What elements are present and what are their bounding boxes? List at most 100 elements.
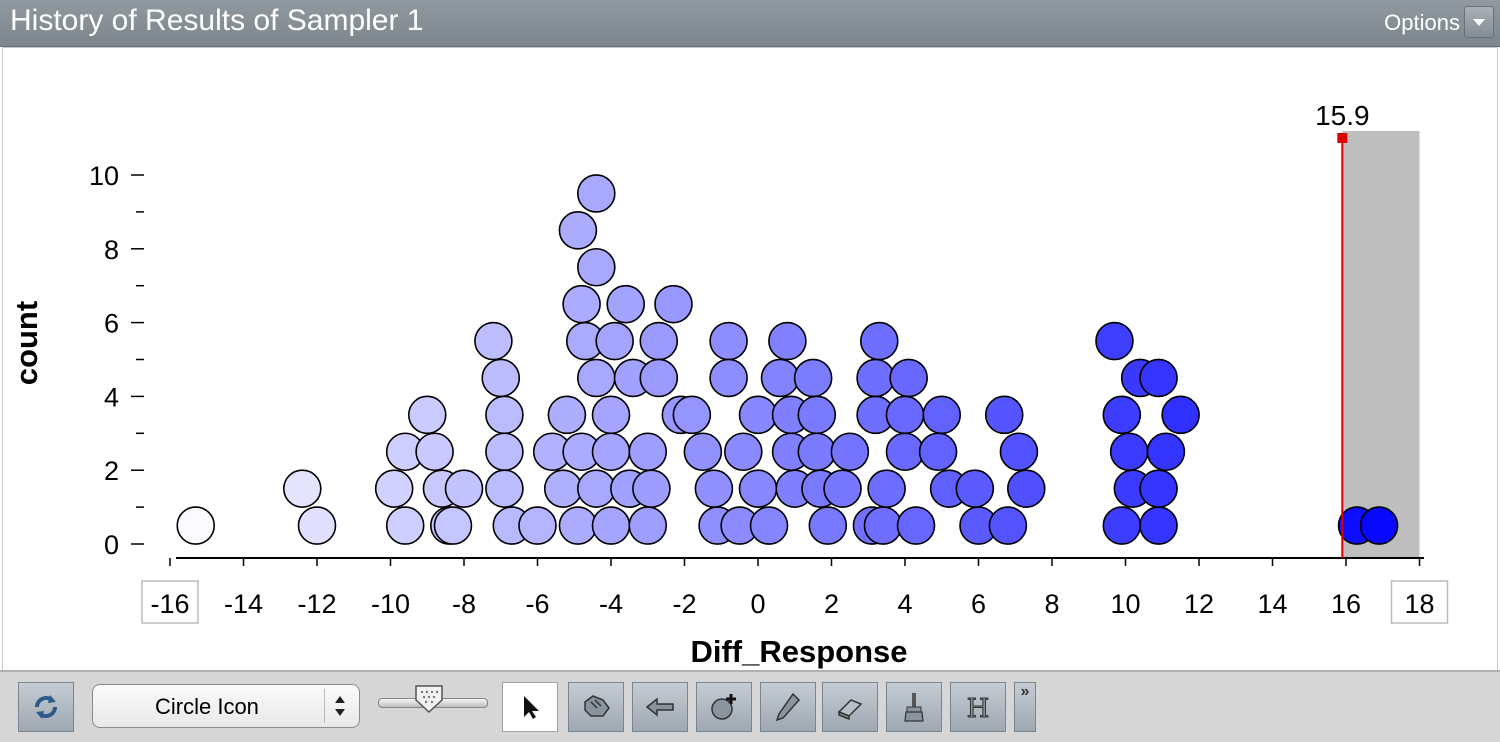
data-point [481,358,521,398]
y-tick-label: 10 [89,161,119,191]
x-tick-label: -10 [371,589,410,619]
more-tools-button[interactable]: » [1014,682,1036,732]
pencil-tool-button[interactable] [760,682,816,732]
plot-type-select[interactable]: Circle Icon [92,684,360,728]
x-tick-label: 2 [824,589,839,619]
x-tick-label: 12 [1184,589,1214,619]
y-axis-label: count [9,301,44,385]
data-point [863,506,903,545]
shaded-region [1342,131,1420,558]
options-dropdown-button[interactable] [1464,6,1494,38]
data-point [591,506,631,545]
select-arrows-icon [324,689,355,723]
data-point [639,321,679,361]
data-point [723,432,763,472]
data-point [433,506,473,545]
data-point [518,506,557,545]
data-point [1109,432,1149,472]
data-point [797,395,837,435]
x-tick-label: -6 [525,589,549,619]
svg-text:H: H [967,694,990,724]
x-tick-label: -16 [150,589,189,619]
data-point [793,358,833,398]
data-point [768,321,807,361]
add-point-icon [711,694,736,720]
brush-tool-button[interactable] [886,682,942,732]
x-tick-label: -2 [672,589,696,619]
window-titlebar[interactable]: History of Results of Sampler 1 Options [0,0,1500,47]
back-tool-button[interactable] [632,682,688,732]
refresh-button[interactable] [18,682,74,732]
data-point [738,395,778,435]
divider-value-label: 15.9 [1315,100,1370,131]
data-point [1359,506,1399,545]
data-point [1102,506,1142,545]
data-point [808,506,848,545]
x-tick-label: 16 [1331,589,1361,619]
data-point [543,469,583,508]
data-point [562,284,601,324]
plot-type-value: Circle Icon [155,694,259,719]
data-point [955,469,995,508]
data-point [591,395,631,435]
x-tick-label: -14 [224,589,263,619]
data-point [415,432,454,472]
dot-plot[interactable]: -16 -14 -12 -10 -8 -6 -4 -2 0 2 4 6 8 10 12 14 16 18 0 2 4 6 8… [3,48,1497,670]
data-point [485,395,524,435]
h-text-icon: H [966,694,990,725]
data-point [823,469,862,508]
x-tick-label: -8 [452,589,476,619]
x-tick-label: 14 [1257,589,1287,619]
arrow-select-icon [524,696,539,719]
refresh-icon [35,695,57,719]
data-point [176,506,216,545]
data-point [558,211,598,250]
data-point [683,432,723,472]
data-point [859,321,899,361]
options-label[interactable]: Options [1384,10,1460,35]
data-point [1146,432,1186,472]
plot-area[interactable]: -16 -14 -12 -10 -8 -6 -4 -2 0 2 4 6 8 10 12 14 16 18 0 2 4 6 8… [2,47,1498,671]
x-tick-label: 8 [1044,589,1059,619]
data-point [444,469,484,508]
data-point [576,247,616,287]
data-point [856,358,895,398]
drag-tool-button[interactable] [568,682,624,732]
data-point [374,469,414,508]
x-bound-box [141,580,199,624]
select-tool-button[interactable] [502,682,558,732]
data-point [922,395,962,435]
window-title: History of Results of Sampler 1 [10,4,424,37]
data-point [654,284,693,324]
data-point [709,321,748,361]
paint-brush-icon [904,693,924,722]
data-point [576,469,616,508]
y-tick-label: 0 [104,530,119,560]
data-point [628,506,668,545]
divider-handle [1337,133,1348,143]
add-point-tool-button[interactable] [696,682,752,732]
hand-drag-icon [584,695,610,717]
data-point [1095,321,1134,361]
data-point [896,506,936,545]
data-point [576,174,616,213]
x-axis-label: Diff_Response [690,634,907,669]
data-point [889,358,928,398]
data-point [297,506,337,545]
eraser-tool-button[interactable] [822,682,878,732]
data-point [1006,469,1046,508]
bottom-toolbar: Circle Icon [0,670,1500,742]
x-tick-label: 6 [971,589,986,619]
data-point [749,506,789,545]
data-point [639,358,679,398]
slider-knob-icon[interactable] [414,684,444,714]
data-point [1102,395,1142,435]
x-tick-label: 10 [1110,589,1140,619]
text-tool-button[interactable]: H [950,682,1006,732]
data-point [282,469,322,508]
data-point [672,395,712,435]
y-tick-label: 6 [104,309,119,339]
pencil-icon [775,692,801,722]
back-arrow-icon [645,697,674,717]
data-point [709,358,748,398]
